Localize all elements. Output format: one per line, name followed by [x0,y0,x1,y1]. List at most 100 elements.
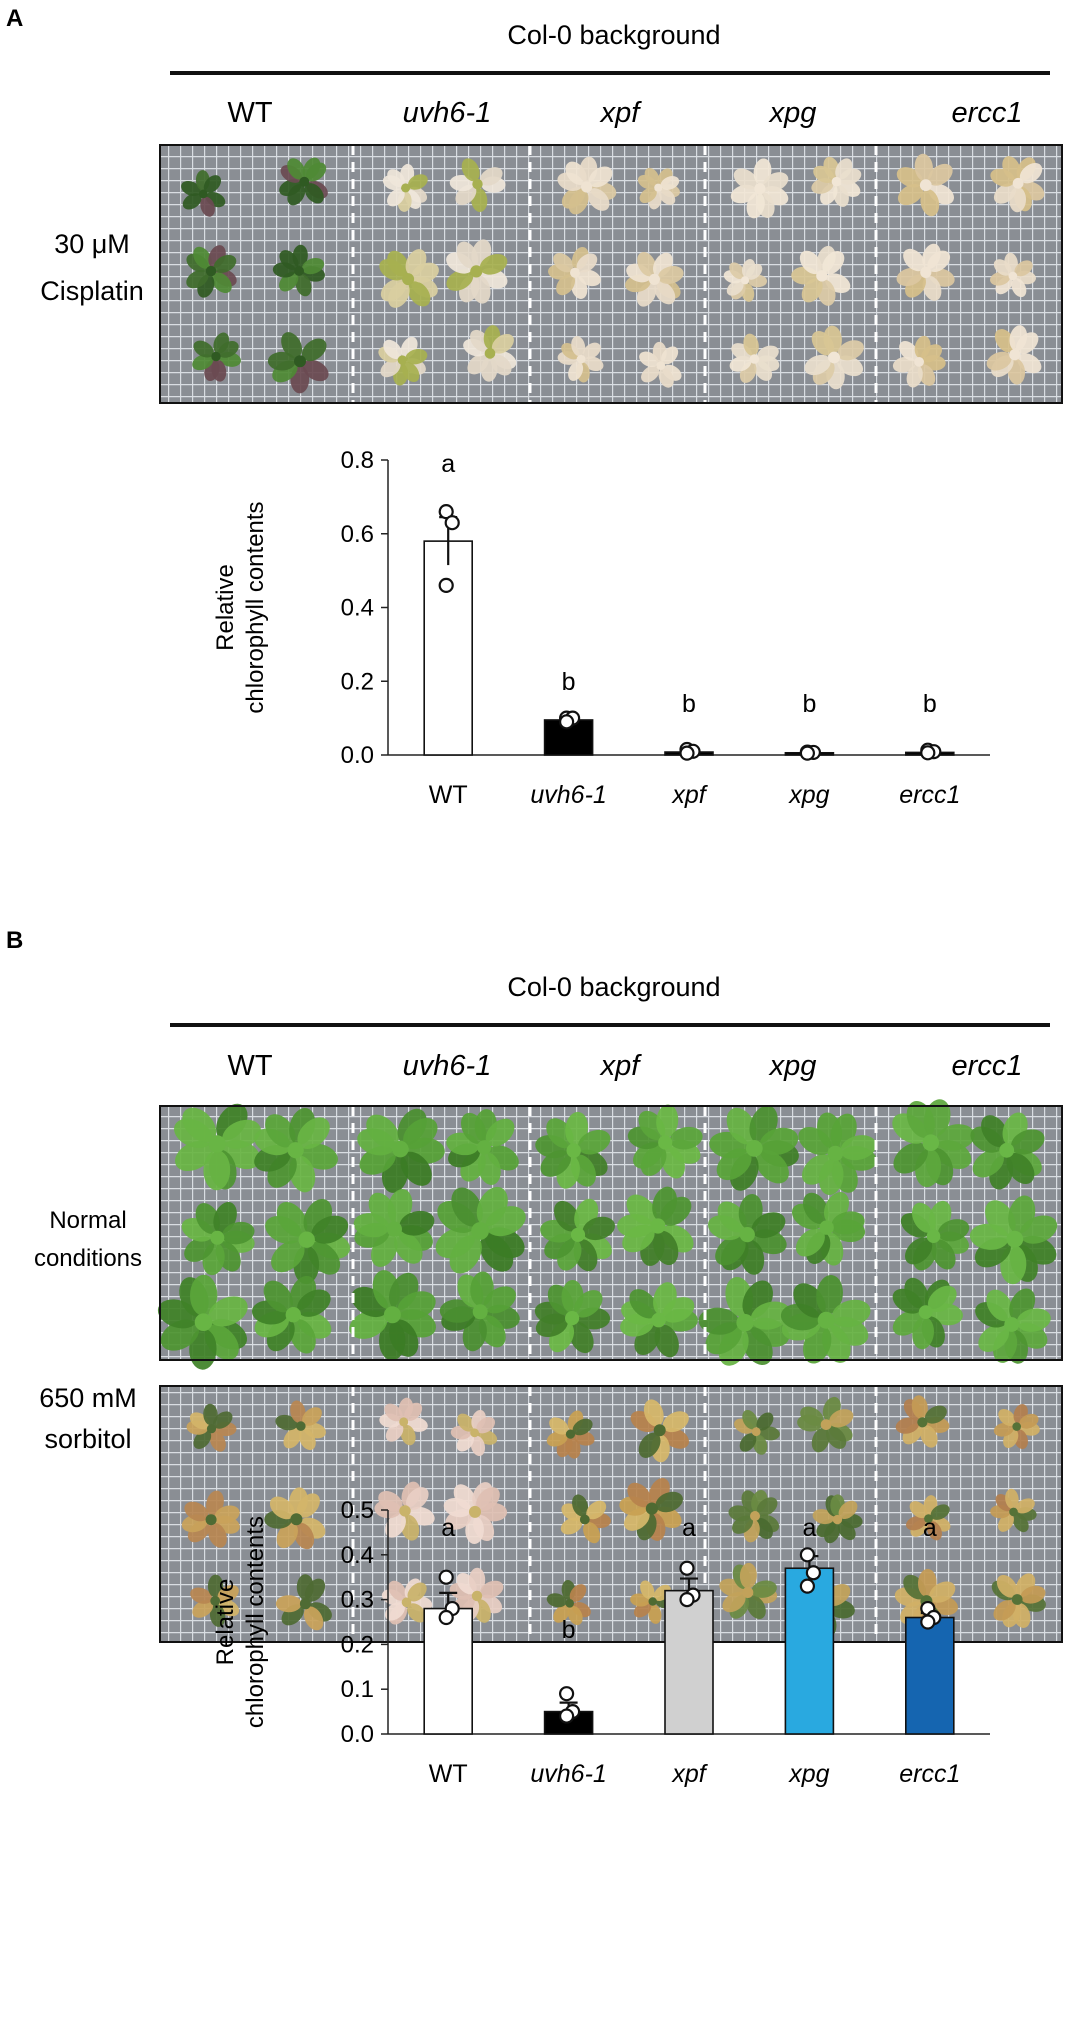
seedling [986,325,1042,385]
row-label-cisplatin-1: 30 μM [54,229,130,259]
seedling [174,1103,261,1191]
y-tick-label-b: 0.3 [341,1587,374,1614]
seedling [546,1580,591,1626]
significance-letter-a-xpf: b [682,690,696,718]
y-axis-title-a-2: chlorophyll contents [242,501,269,713]
x-tick-label-a-xpf: xpf [671,781,708,809]
y-tick-label-b: 0.2 [341,1631,374,1658]
seedling [192,332,241,382]
seedling [990,1488,1037,1533]
seedling [181,170,226,217]
significance-letter-b-ercc1: a [923,1514,937,1542]
chart-b: 0.0 0.1 0.2 0.3 0.4 0.5 Relative chlorophyll co… [212,1497,990,1788]
seedling [620,1282,698,1358]
data-point-b-xpf [679,1560,695,1576]
seedling [540,1198,616,1272]
seedling [900,1200,970,1271]
panel-a: A Col-0 background WT uvh6-1 xpf xpg ercc1 3… [6,5,1063,809]
seedling [186,1403,237,1452]
genotype-label-a-wt: WT [227,97,272,129]
seedling [993,1404,1040,1450]
x-tick-label-b-wt: WT [429,1760,468,1788]
data-point-a-wt [438,577,454,593]
data-point-b-wt [438,1609,454,1626]
seedling [190,1574,240,1627]
genotype-label-b-ercc1: ercc1 [952,1050,1023,1082]
bar-b-ercc1 [904,1616,955,1735]
data-point-a-uvh6-1 [558,714,575,730]
seedling [381,1578,433,1625]
genotype-labels-a: WT uvh6-1 xpf xpg ercc1 [227,97,1022,129]
seedling [797,1396,854,1453]
seedling [780,1274,871,1364]
data-point-b-xpg [805,1565,822,1581]
x-tick-label-a-uvh6-1: uvh6-1 [530,781,606,809]
seedling [275,1574,332,1631]
seedling [895,1395,950,1448]
seedling [625,251,684,307]
y-tick-label-b: 0.5 [341,1497,374,1524]
seedling [449,1567,504,1623]
significance-letter-b-xpf: a [682,1514,696,1542]
seedling [557,156,617,215]
x-tick-label-a-wt: WT [429,781,468,809]
seedling [791,245,851,306]
y-tick-label-a: 0.6 [341,521,374,548]
seedling [892,1099,975,1188]
bar-b-xpg [784,1567,835,1735]
seedling [279,157,328,206]
seedling [254,1107,338,1193]
y-tick-label-a: 0.0 [341,742,374,769]
x-tick-label-b-uvh6-1: uvh6-1 [530,1760,606,1788]
seedling [157,1274,248,1370]
seedling [267,332,329,394]
background-label-b: Col-0 background [507,972,720,1002]
seedling [619,1478,683,1541]
seedling [264,1487,326,1550]
data-point-b-xpg [799,1547,816,1563]
seedling [379,249,439,308]
x-tick-label-b-ercc1: ercc1 [899,1760,960,1788]
photo-sorbitol [159,1385,1063,1643]
seedling [798,1112,877,1196]
row-label-normal-1: Normal [49,1207,126,1234]
significance-letter-a-xpg: b [802,690,816,718]
data-point-b-xpg [799,1578,816,1594]
data-point-a-ercc1 [920,745,936,761]
data-point-a-xpg [799,745,816,761]
data-point-b-uvh6-1 [558,1686,575,1702]
seedling [186,245,237,298]
seedling [892,1277,963,1350]
seedling [729,333,780,383]
seedling [991,1573,1046,1628]
photo-frame [159,144,1063,404]
row-label-normal-2: conditions [34,1245,142,1272]
seedling [535,1111,611,1189]
data-point-b-xpf [679,1591,695,1608]
seedling [990,252,1036,298]
seedling [446,239,508,304]
seedling [265,1198,351,1285]
genotype-label-b-xpf: xpf [599,1050,643,1082]
data-point-b-ercc1 [920,1614,936,1630]
seedling [630,1399,690,1463]
seedling [734,1410,780,1455]
x-tick-label-a-ercc1: ercc1 [899,781,960,809]
seedling [906,1495,951,1541]
seedling [449,158,506,212]
seedling [251,1275,332,1354]
y-axis-title-a-1: Relative [212,564,239,651]
seedling [811,156,862,207]
seedling [557,336,604,383]
seedling [378,336,428,386]
seedling [181,1490,240,1548]
seedling [707,1194,787,1275]
seedling [450,1409,498,1457]
seedling [728,1490,780,1543]
seedling [896,243,955,301]
seedling [435,1186,526,1274]
seedling [548,246,601,299]
y-tick-label-b: 0.0 [341,1721,374,1748]
bar-a-wt [423,540,474,756]
seedling [639,341,682,388]
